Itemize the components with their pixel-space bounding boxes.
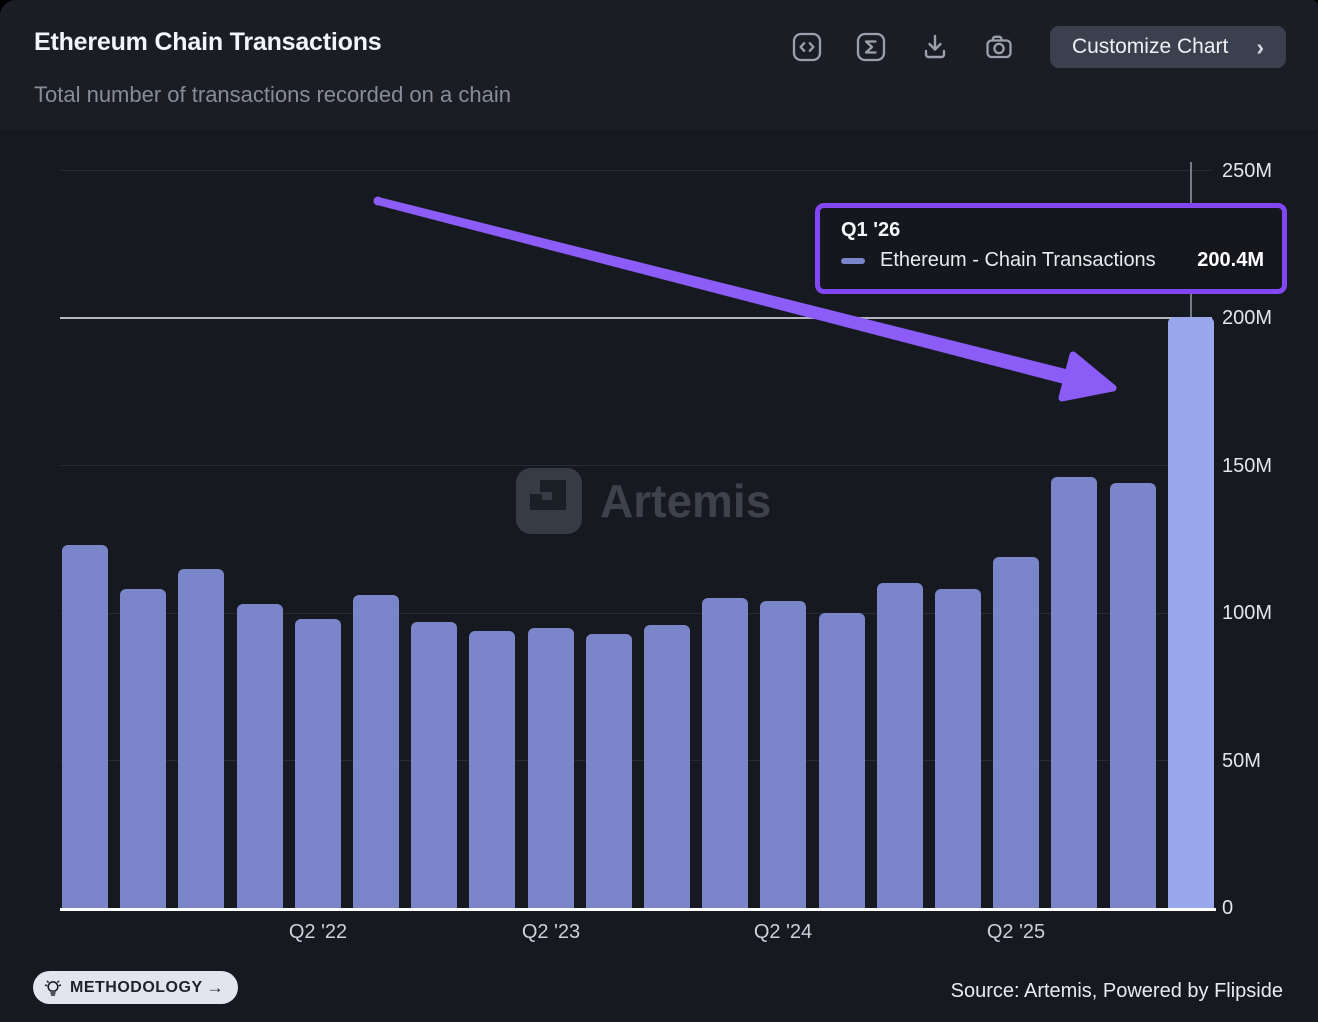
bar-Q224[interactable] xyxy=(760,601,807,908)
arrow-right-icon: → xyxy=(206,977,224,997)
x-tick-Q223: Q2 '23 xyxy=(521,921,581,943)
screenshot-button[interactable] xyxy=(982,30,1016,64)
page-title: Ethereum Chain Transactions xyxy=(34,28,382,56)
bar-Q323[interactable] xyxy=(585,634,632,908)
tooltip-series-value: 200.4M xyxy=(1197,249,1264,271)
code-brackets-icon xyxy=(790,30,824,64)
bar-Q221[interactable] xyxy=(62,545,108,908)
camera-icon xyxy=(982,30,1016,64)
chevron-right-icon: › xyxy=(1256,33,1264,60)
y-tick-200M: 200M xyxy=(1222,307,1273,329)
embed-code-button[interactable] xyxy=(790,30,824,64)
formula-button[interactable] xyxy=(854,30,888,64)
bar-Q421[interactable] xyxy=(178,569,225,908)
download-button[interactable] xyxy=(918,30,952,64)
bar-Q222[interactable] xyxy=(294,619,341,908)
y-tick-150M: 150M xyxy=(1222,454,1273,477)
tooltip-period: Q1 '26 xyxy=(841,219,901,241)
artemis-logo-icon xyxy=(516,468,582,534)
bar-Q125[interactable] xyxy=(935,589,982,908)
x-tick-Q225: Q2 '25 xyxy=(986,921,1046,943)
bar-series xyxy=(60,140,1216,911)
artemis-watermark: Artemis xyxy=(516,468,771,534)
watermark-brand-text: Artemis xyxy=(600,475,772,527)
bar-Q124[interactable] xyxy=(702,598,749,908)
lightbulb-icon xyxy=(44,979,62,997)
page-subtitle: Total number of transactions recorded on… xyxy=(34,82,511,107)
sigma-icon xyxy=(854,30,888,64)
gridline-250M xyxy=(60,170,1212,171)
x-tick-Q224: Q2 '24 xyxy=(753,921,813,943)
bar-Q122[interactable] xyxy=(236,604,283,908)
customize-chart-button[interactable]: Customize Chart › xyxy=(1049,26,1286,68)
x-tick-Q222: Q2 '22 xyxy=(288,921,348,943)
series-color-swatch-icon xyxy=(841,257,865,264)
gridline-50M xyxy=(60,760,1212,761)
y-tick-250M: 250M xyxy=(1222,159,1273,182)
y-tick-0: 0 xyxy=(1222,897,1234,919)
bar-Q126[interactable] xyxy=(1167,317,1214,908)
tooltip-series-row: Ethereum - Chain Transactions 200.4M xyxy=(841,249,1264,272)
customize-chart-label: Customize Chart xyxy=(1071,35,1229,58)
x-axis-labels: Q2 '22 Q2 '23 Q2 '24 Q2 '25 xyxy=(60,921,1212,949)
methodology-button[interactable]: METHODOLOGY → xyxy=(33,971,238,1004)
chart-toolbar: Customize Chart › xyxy=(790,26,1286,68)
bar-Q422[interactable] xyxy=(411,622,458,908)
bar-Q322[interactable] xyxy=(353,595,400,908)
bar-Q423[interactable] xyxy=(644,625,691,908)
gridline-100M xyxy=(60,612,1212,614)
methodology-label: METHODOLOGY xyxy=(70,978,203,996)
bar-Q424[interactable] xyxy=(876,583,923,908)
bar-Q324[interactable] xyxy=(818,613,865,908)
bar-Q425[interactable] xyxy=(1109,483,1156,908)
source-attribution: Source: Artemis, Powered by Flipside xyxy=(950,980,1283,1002)
tooltip-series-label: Ethereum - Chain Transactions xyxy=(880,249,1156,271)
bar-Q123[interactable] xyxy=(469,631,516,908)
download-icon xyxy=(918,30,952,64)
gridline-150M xyxy=(60,465,1212,466)
chart-tooltip: Q1 '26 Ethereum - Chain Transactions 200… xyxy=(815,203,1287,294)
bar-Q223[interactable] xyxy=(527,628,574,908)
bar-Q325[interactable] xyxy=(1051,477,1098,908)
y-tick-50M: 50M xyxy=(1222,749,1261,772)
y-tick-100M: 100M xyxy=(1222,602,1273,624)
bar-Q321[interactable] xyxy=(120,589,167,908)
bar-Q225[interactable] xyxy=(993,557,1040,908)
